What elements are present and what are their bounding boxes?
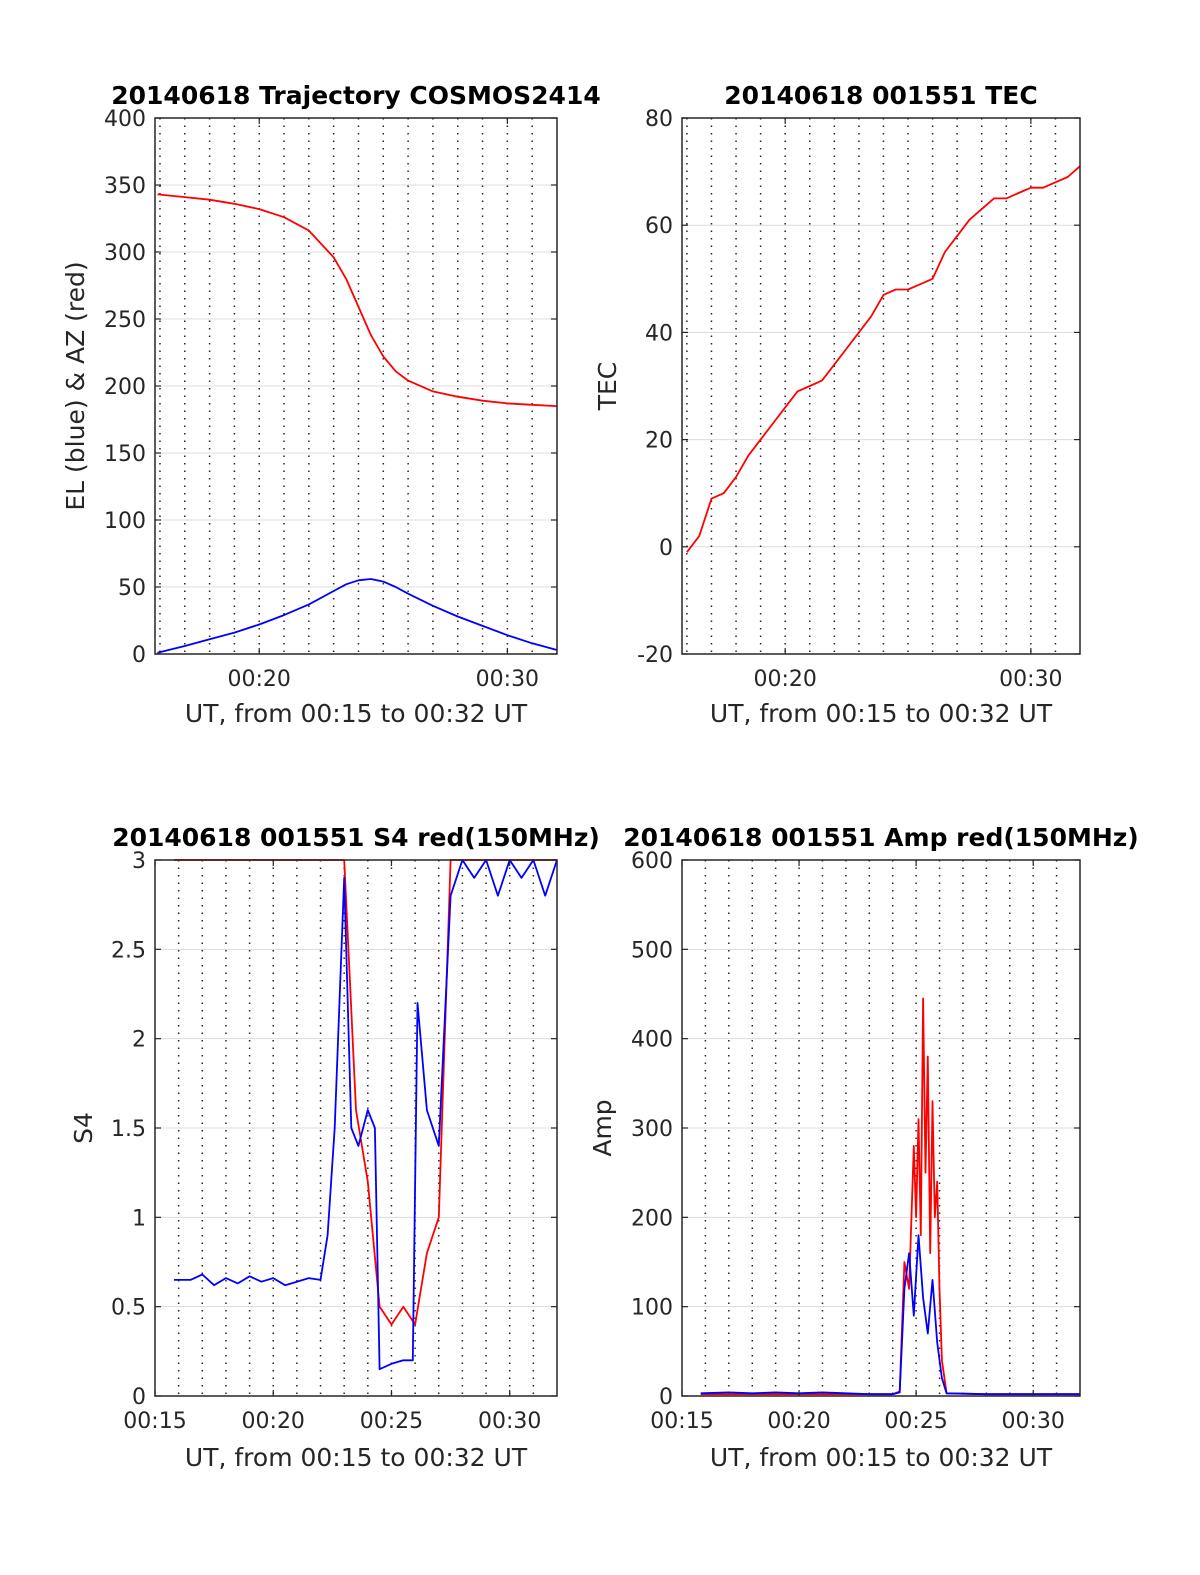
y-tick-label: 400 xyxy=(104,107,146,132)
x-axis-label: UT, from 00:15 to 00:32 UT xyxy=(185,699,528,728)
y-axis-label: EL (blue) & AZ (red) xyxy=(61,261,90,510)
y-tick-label: 2.5 xyxy=(111,938,146,963)
y-tick-label: 100 xyxy=(104,509,146,534)
x-tick-label: 00:20 xyxy=(767,1409,830,1434)
plot-area xyxy=(155,118,558,654)
x-tick-label: 00:20 xyxy=(228,667,291,692)
series-line-0 xyxy=(686,165,1081,553)
series-line-1 xyxy=(700,1234,1080,1396)
series-line-0 xyxy=(173,859,557,1326)
y-tick-label: 80 xyxy=(645,107,673,132)
y-axis-label: TEC xyxy=(593,362,622,412)
panel-title: 20140618 001551 Amp red(150MHz) xyxy=(623,823,1139,852)
series-line-0 xyxy=(157,193,558,407)
series-line-1 xyxy=(173,859,558,1371)
y-tick-label: 0 xyxy=(659,536,673,561)
y-tick-label: 350 xyxy=(104,174,146,199)
panel-title: 20140618 001551 S4 red(150MHz) xyxy=(112,823,600,852)
axes-frame xyxy=(681,117,1081,655)
panel-title: 20140618 Trajectory COSMOS2414 xyxy=(111,81,601,110)
y-tick-label: 300 xyxy=(631,1117,673,1142)
y-axis-label: S4 xyxy=(69,1112,98,1144)
x-tick-label: 00:30 xyxy=(999,667,1062,692)
series-line-1 xyxy=(157,578,558,654)
y-tick-label: 0 xyxy=(132,643,146,668)
y-tick-label: 0 xyxy=(659,1385,673,1410)
y-tick-label: 40 xyxy=(645,321,673,346)
x-tick-label: 00:30 xyxy=(478,1409,541,1434)
y-tick-label: 60 xyxy=(645,214,673,239)
x-axis-label: UT, from 00:15 to 00:32 UT xyxy=(185,1443,528,1472)
y-tick-label: 200 xyxy=(631,1206,673,1231)
panel-tec: 20140618 001551 TEC UT, from 00:15 to 00… xyxy=(593,81,1081,728)
y-tick-label: 0.5 xyxy=(111,1296,146,1321)
y-tick-label: -20 xyxy=(637,643,673,668)
y-tick-label: 200 xyxy=(104,375,146,400)
x-tick-label: 00:25 xyxy=(360,1409,423,1434)
x-tick-label: 00:15 xyxy=(650,1409,713,1434)
y-tick-label: 50 xyxy=(118,576,146,601)
panel-s4: 20140618 001551 S4 red(150MHz) UT, from … xyxy=(69,823,600,1472)
plot-area xyxy=(682,860,1080,1396)
y-tick-label: 20 xyxy=(645,429,673,454)
x-tick-label: 00:30 xyxy=(1001,1409,1064,1434)
y-tick-label: 0 xyxy=(132,1385,146,1410)
panel-title: 20140618 001551 TEC xyxy=(724,81,1037,110)
y-tick-label: 1.5 xyxy=(111,1117,146,1142)
plot-area xyxy=(155,859,558,1396)
x-tick-label: 00:20 xyxy=(242,1409,305,1434)
x-tick-label: 00:15 xyxy=(123,1409,186,1434)
plot-area xyxy=(682,118,1081,654)
y-tick-label: 600 xyxy=(631,849,673,874)
series-line-0 xyxy=(700,997,1080,1396)
x-tick-label: 00:20 xyxy=(753,667,816,692)
y-tick-label: 1 xyxy=(132,1206,146,1231)
y-tick-label: 250 xyxy=(104,308,146,333)
y-axis-label: Amp xyxy=(588,1099,617,1156)
x-tick-label: 00:30 xyxy=(476,667,539,692)
y-tick-label: 2 xyxy=(132,1028,146,1053)
panel-trajectory: 20140618 Trajectory COSMOS2414 UT, from … xyxy=(61,81,601,728)
y-tick-label: 150 xyxy=(104,442,146,467)
y-tick-label: 500 xyxy=(631,938,673,963)
panel-amp: 20140618 001551 Amp red(150MHz) UT, from… xyxy=(588,823,1139,1472)
y-tick-label: 3 xyxy=(132,849,146,874)
x-axis-label: UT, from 00:15 to 00:32 UT xyxy=(710,1443,1053,1472)
x-tick-label: 00:25 xyxy=(884,1409,947,1434)
x-axis-label: UT, from 00:15 to 00:32 UT xyxy=(710,699,1053,728)
y-tick-label: 300 xyxy=(104,241,146,266)
y-tick-label: 400 xyxy=(631,1028,673,1053)
y-tick-label: 100 xyxy=(631,1296,673,1321)
